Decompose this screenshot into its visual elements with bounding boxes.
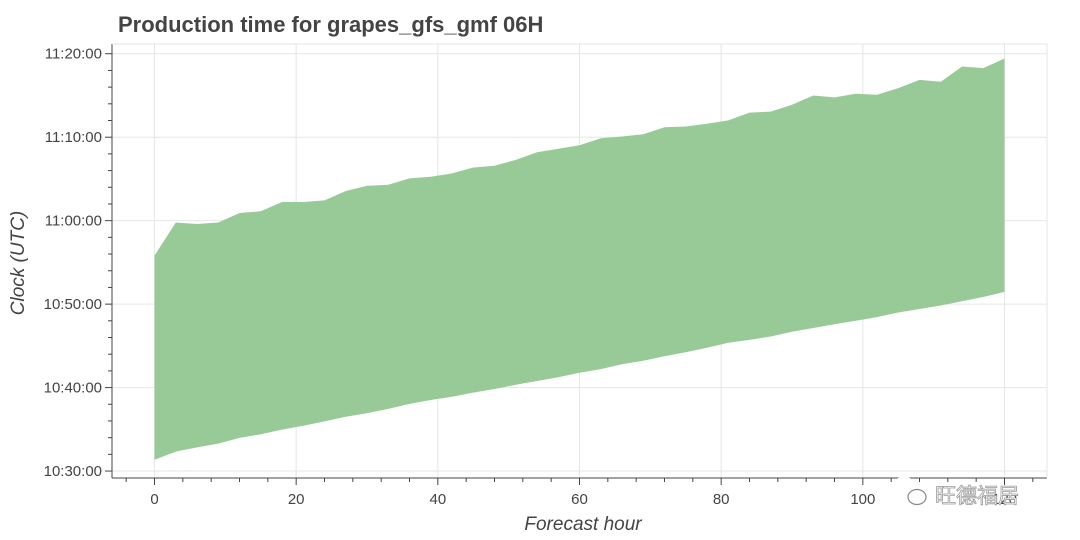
y-tick-label: 11:00:00 — [45, 213, 102, 230]
y-axis: 10:30:00 10:40:00 10:50:00 11:00:00 11:10:00… — [44, 46, 112, 480]
y-tick-label: 10:50:00 — [44, 296, 102, 313]
y-axis-label: Clock (UTC) — [8, 211, 29, 316]
chart-title: Production time for grapes_gfs_gmf 06H — [118, 12, 543, 37]
x-tick-label: 40 — [429, 491, 446, 508]
x-tick-label: 100 — [850, 491, 875, 508]
watermark-text: 旺德福居 — [935, 484, 1019, 508]
watermark: 旺德福居 — [891, 476, 1019, 508]
x-tick-label: 120 — [992, 491, 1017, 508]
production-time-band — [154, 58, 1005, 460]
y-tick-label: 10:40:00 — [44, 380, 102, 397]
y-tick-label: 10:30:00 — [44, 463, 102, 480]
y-tick-label: 11:10:00 — [45, 129, 102, 146]
x-tick-label: 0 — [150, 491, 158, 508]
x-axis-label: Forecast hour — [524, 514, 642, 535]
wechat-icon — [891, 476, 927, 506]
x-tick-label: 60 — [571, 491, 588, 508]
x-tick-label: 80 — [713, 491, 730, 508]
x-axis: 0 20 40 60 80 100 120 — [125, 478, 1034, 508]
y-tick-label: 11:20:00 — [45, 46, 102, 63]
x-tick-label: 20 — [288, 491, 305, 508]
